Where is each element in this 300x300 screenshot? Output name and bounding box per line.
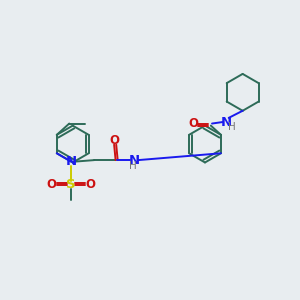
Text: H: H — [228, 122, 236, 132]
Text: S: S — [66, 178, 76, 191]
Text: O: O — [188, 117, 198, 130]
Text: H: H — [129, 161, 136, 171]
Text: O: O — [110, 134, 119, 147]
Text: O: O — [85, 178, 95, 191]
Text: O: O — [47, 178, 57, 191]
Text: N: N — [128, 154, 140, 166]
Text: N: N — [221, 116, 232, 129]
Text: N: N — [65, 155, 76, 168]
